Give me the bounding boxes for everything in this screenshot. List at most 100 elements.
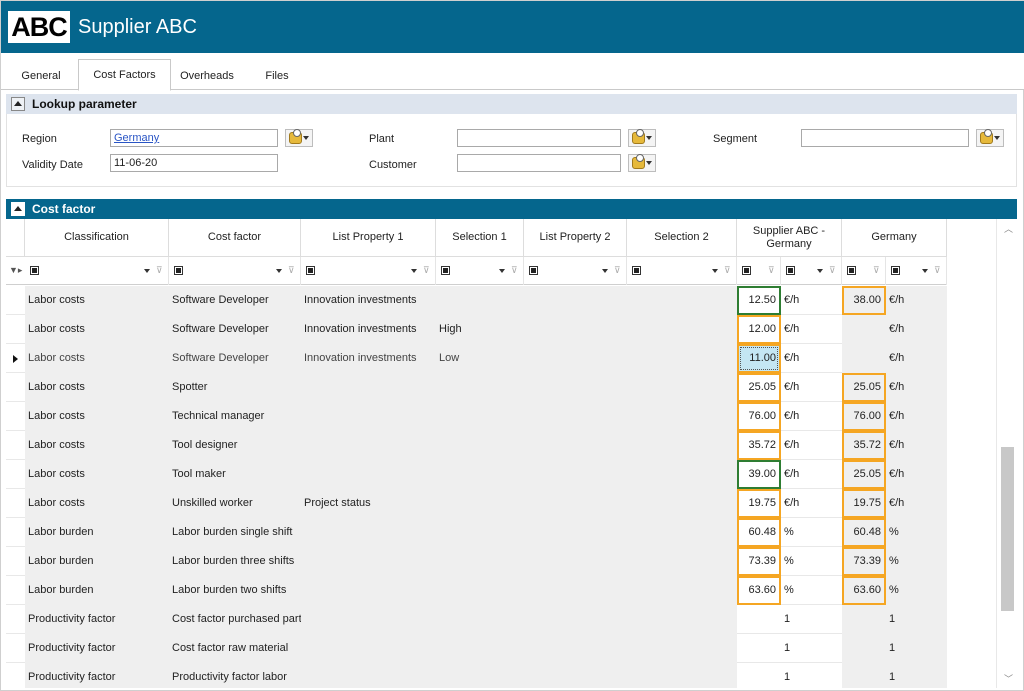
supplier-unit-cell[interactable]: €/h: [784, 323, 800, 335]
row-indicator[interactable]: [6, 605, 24, 634]
supplier-unit-cell[interactable]: %: [784, 555, 794, 567]
supplier-value-cell[interactable]: 25.05: [737, 373, 781, 402]
clear-filter-icon[interactable]: ⊽: [768, 265, 775, 275]
selection-1-cell[interactable]: [436, 286, 524, 315]
table-row[interactable]: Productivity factor Cost factor raw mater…: [6, 634, 947, 663]
selection-2-cell[interactable]: [627, 344, 737, 373]
cost-factor-cell[interactable]: Software Developer: [169, 344, 301, 373]
filter-operator-icon[interactable]: [30, 266, 39, 275]
chevron-down-icon[interactable]: [144, 269, 150, 273]
list-property-2-cell[interactable]: [524, 489, 627, 518]
selection-1-cell[interactable]: [436, 460, 524, 489]
classification-cell[interactable]: Labor costs: [25, 431, 169, 460]
scroll-down-icon[interactable]: ﹀: [1004, 674, 1014, 684]
table-row[interactable]: Labor costs Spotter 25.05 €/h 25.05 €/h: [6, 373, 947, 402]
clear-filter-icon[interactable]: ⊽: [724, 265, 731, 275]
list-property-2-cell[interactable]: [524, 315, 627, 344]
table-row[interactable]: Productivity factor Cost factor purchased…: [6, 605, 947, 634]
chevron-down-icon[interactable]: [602, 269, 608, 273]
chevron-down-icon[interactable]: [817, 269, 823, 273]
chevron-down-icon[interactable]: [411, 269, 417, 273]
selection-1-cell[interactable]: [436, 489, 524, 518]
clear-filter-icon[interactable]: ⊽: [511, 265, 518, 275]
list-property-1-cell[interactable]: [301, 373, 436, 402]
supplier-unit-cell[interactable]: €/h: [784, 410, 800, 422]
filter-operator-icon[interactable]: [529, 266, 538, 275]
list-property-1-cell[interactable]: [301, 518, 436, 547]
list-property-2-cell[interactable]: [524, 605, 627, 634]
classification-cell[interactable]: Labor burden: [25, 518, 169, 547]
clear-filter-icon[interactable]: ⊽: [156, 265, 163, 275]
classification-cell[interactable]: Labor costs: [25, 373, 169, 402]
supplier-unit-cell[interactable]: €/h: [784, 497, 800, 509]
col-header-classification[interactable]: Classification: [25, 219, 169, 257]
supplier-unit-cell[interactable]: 1: [784, 671, 791, 683]
filter-operator-icon[interactable]: [786, 266, 795, 275]
selection-2-cell[interactable]: [627, 460, 737, 489]
row-indicator[interactable]: [6, 576, 24, 605]
selection-2-cell[interactable]: [627, 576, 737, 605]
cost-factor-cell[interactable]: Productivity factor labor: [169, 663, 301, 688]
selection-1-cell[interactable]: High: [436, 315, 524, 344]
selection-1-cell[interactable]: [436, 373, 524, 402]
row-indicator[interactable]: [6, 460, 24, 489]
selection-2-cell[interactable]: [627, 286, 737, 315]
classification-cell[interactable]: Labor costs: [25, 286, 169, 315]
supplier-value-cell[interactable]: [737, 663, 781, 688]
filter-cell[interactable]: ⊽: [886, 257, 947, 285]
row-indicator[interactable]: [6, 315, 24, 344]
cost-factor-cell[interactable]: Cost factor raw material: [169, 634, 301, 663]
plant-field[interactable]: [457, 129, 621, 147]
list-property-1-cell[interactable]: [301, 605, 436, 634]
filter-operator-icon[interactable]: [306, 266, 315, 275]
selection-2-cell[interactable]: [627, 489, 737, 518]
supplier-value-cell[interactable]: 39.00: [737, 460, 781, 489]
supplier-value-cell[interactable]: 73.39: [737, 547, 781, 576]
classification-cell[interactable]: Labor costs: [25, 344, 169, 373]
customer-field[interactable]: [457, 154, 621, 172]
supplier-unit-cell[interactable]: €/h: [784, 352, 800, 364]
filter-operator-icon[interactable]: [742, 266, 751, 275]
col-header-cost-factor[interactable]: Cost factor: [169, 219, 301, 257]
filter-cell[interactable]: ⊽: [169, 257, 301, 285]
col-header-germany[interactable]: Germany: [842, 219, 947, 257]
selection-1-cell[interactable]: [436, 547, 524, 576]
supplier-unit-cell[interactable]: €/h: [784, 381, 800, 393]
supplier-unit-cell[interactable]: 1: [784, 613, 791, 625]
row-indicator[interactable]: [6, 518, 24, 547]
selection-2-cell[interactable]: [627, 518, 737, 547]
supplier-unit-cell[interactable]: %: [784, 526, 794, 538]
table-row[interactable]: Labor costs Software Developer Innovation …: [6, 344, 947, 373]
table-row[interactable]: Labor costs Software Developer Innovation …: [6, 286, 947, 315]
scrollbar-thumb[interactable]: [1001, 447, 1014, 611]
list-property-2-cell[interactable]: [524, 634, 627, 663]
selection-1-cell[interactable]: [436, 605, 524, 634]
cost-factor-cell[interactable]: Technical manager: [169, 402, 301, 431]
filter-operator-icon[interactable]: [441, 266, 450, 275]
row-indicator[interactable]: [6, 286, 24, 315]
classification-cell[interactable]: Labor costs: [25, 402, 169, 431]
cost-factor-cell[interactable]: Tool maker: [169, 460, 301, 489]
chevron-down-icon[interactable]: [922, 269, 928, 273]
selection-1-cell[interactable]: [436, 402, 524, 431]
filter-cell[interactable]: ⊽: [25, 257, 169, 285]
list-property-2-cell[interactable]: [524, 286, 627, 315]
selection-1-cell[interactable]: [436, 576, 524, 605]
supplier-value-cell[interactable]: 11.00: [737, 344, 781, 373]
row-indicator[interactable]: [6, 402, 24, 431]
chevron-down-icon[interactable]: [712, 269, 718, 273]
selection-1-cell[interactable]: [436, 663, 524, 688]
filter-cell[interactable]: ⊽: [842, 257, 886, 285]
filter-operator-icon[interactable]: [847, 266, 856, 275]
row-indicator[interactable]: [6, 634, 24, 663]
segment-field[interactable]: [801, 129, 969, 147]
cost-factor-cell[interactable]: Unskilled worker: [169, 489, 301, 518]
tab-overheads[interactable]: Overheads: [180, 70, 234, 82]
tab-cost-factors[interactable]: Cost Factors: [78, 59, 171, 91]
filter-cell[interactable]: ⊽: [737, 257, 781, 285]
row-indicator[interactable]: [6, 431, 24, 460]
list-property-1-cell[interactable]: Project status: [301, 489, 436, 518]
clear-filter-icon[interactable]: ⊽: [288, 265, 295, 275]
table-row[interactable]: Labor costs Software Developer Innovation …: [6, 315, 947, 344]
filter-operator-icon[interactable]: [174, 266, 183, 275]
